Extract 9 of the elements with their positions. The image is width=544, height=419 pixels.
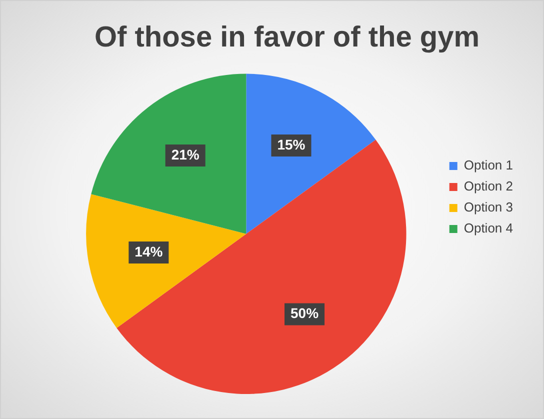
legend-label: Option 1: [464, 158, 514, 173]
data-label: 21%: [171, 146, 200, 162]
data-label: 15%: [277, 136, 306, 152]
legend-label: Option 4: [464, 220, 514, 236]
legend-label: Option 2: [464, 178, 514, 194]
legend-label: Option 3: [464, 200, 514, 215]
data-label: 50%: [290, 305, 320, 322]
chart-title: Of those in favor of the gym: [94, 21, 480, 54]
data-label: 14%: [134, 243, 164, 260]
